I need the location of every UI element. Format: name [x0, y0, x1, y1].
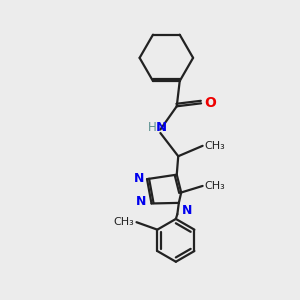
- Text: CH₃: CH₃: [204, 141, 225, 151]
- Text: H: H: [148, 121, 157, 134]
- Text: CH₃: CH₃: [113, 217, 134, 227]
- Text: N: N: [156, 121, 167, 134]
- Text: N: N: [136, 196, 146, 208]
- Text: N: N: [134, 172, 145, 185]
- Text: O: O: [204, 96, 216, 110]
- Text: N: N: [182, 204, 192, 218]
- Text: CH₃: CH₃: [204, 181, 225, 191]
